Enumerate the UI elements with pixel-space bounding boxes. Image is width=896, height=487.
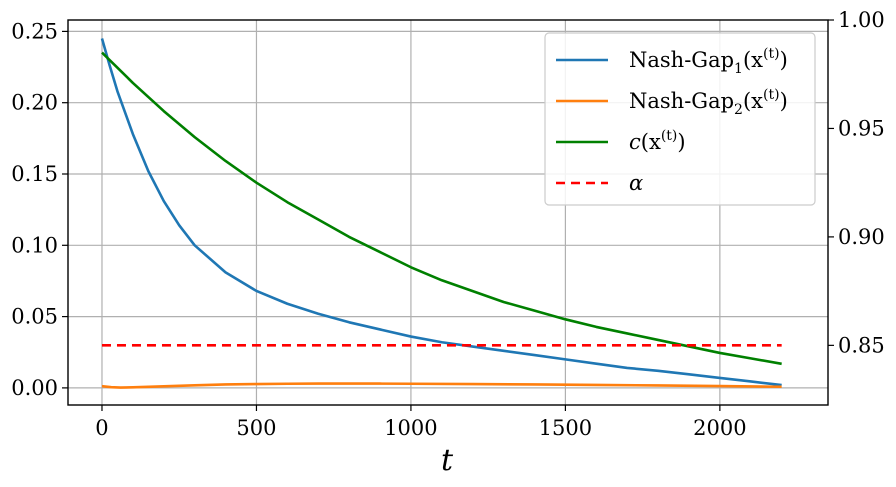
y-tick-label-right: 0.90 xyxy=(838,225,885,249)
y-tick-label-left: 0.25 xyxy=(11,19,58,43)
y-tick-label-right: 0.85 xyxy=(838,333,885,357)
y-tick-label-left: 0.15 xyxy=(11,162,58,186)
x-tick-label: 0 xyxy=(95,416,108,440)
legend-entry-label: α xyxy=(629,171,643,195)
legend-entry-label: Nash-Gap1(x(t)) xyxy=(629,46,788,77)
x-tick-label: 2000 xyxy=(693,416,746,440)
tick-labels: 0 500 1000 1500 2000 0.00 0.05 0.10 0.15 0.20 0.25… xyxy=(11,8,885,440)
y-tick-label-right: 1.00 xyxy=(838,8,885,32)
axes-frame xyxy=(67,19,829,406)
y-tick-label-left: 0.20 xyxy=(11,91,58,115)
series-line-0 xyxy=(100,38,782,387)
x-tick-label: 1000 xyxy=(384,416,437,440)
y-tick-label-right: 0.95 xyxy=(838,116,885,140)
y-tick-label-left: 0.10 xyxy=(11,233,58,257)
y-tick-label-left: 0.00 xyxy=(11,376,58,400)
series-line-2 xyxy=(101,51,782,366)
legend-box xyxy=(544,32,816,206)
plot-frame xyxy=(67,19,829,406)
x-tick-label: 1500 xyxy=(539,416,592,440)
legend: Nash-Gap1(x(t)) Nash-Gap2(x(t)) c(x(t)) α xyxy=(544,32,816,206)
tick-marks xyxy=(62,19,834,411)
legend-entry-label: Nash-Gap2(x(t)) xyxy=(629,87,788,118)
x-tick-label: 500 xyxy=(236,416,276,440)
legend-entry-label: c(x(t)) xyxy=(629,128,686,154)
x-axis-title: t xyxy=(441,443,454,478)
series-layer xyxy=(100,38,782,389)
y-tick-label-left: 0.05 xyxy=(11,305,58,329)
series-line-1 xyxy=(101,382,782,389)
